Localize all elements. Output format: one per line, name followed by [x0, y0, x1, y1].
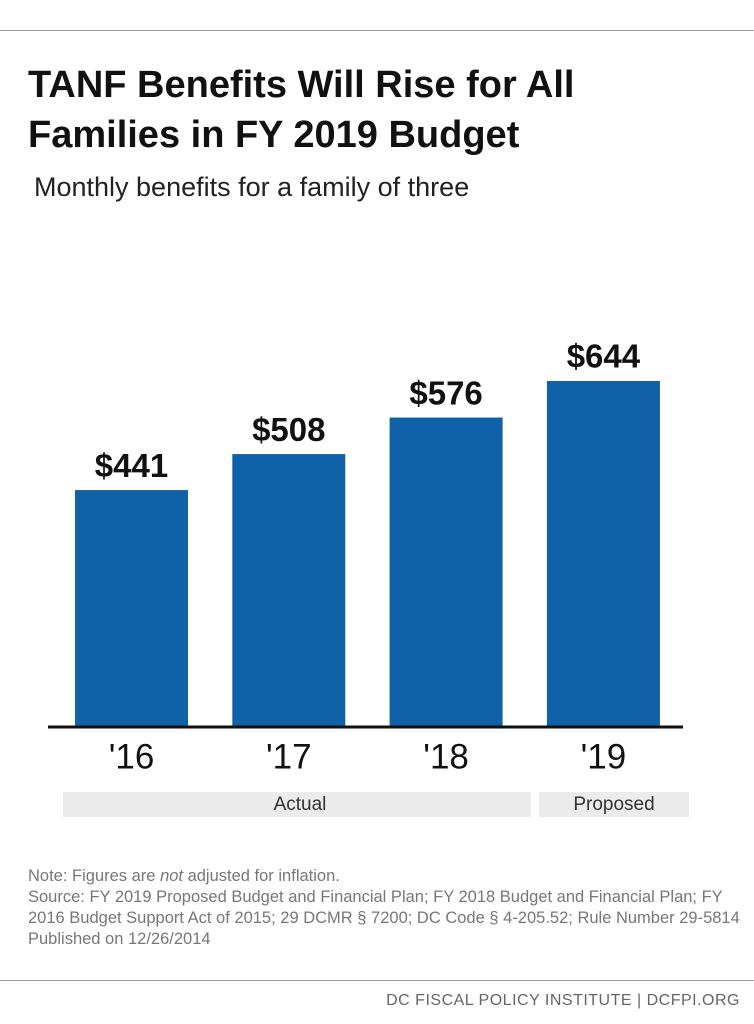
group-band [539, 792, 689, 817]
group-label: Proposed [573, 794, 654, 815]
note-emphasis: not [160, 867, 183, 885]
source: Source: FY 2019 Proposed Budget and Fina… [28, 888, 740, 948]
footer: DC FISCAL POLICY INSTITUTE | DCFPI.ORG [386, 992, 740, 1009]
top-rule [0, 30, 754, 31]
chart: Actual Proposed $441 '16 $508 '17 $576 '18 $64… [48, 338, 689, 817]
chart-title: TANF Benefits Will Rise for All Families… [28, 64, 575, 156]
chart-subtitle: Monthly benefits for a family of three [34, 172, 470, 202]
x-tick-label: '19 [581, 737, 627, 776]
bottom-rule [0, 980, 754, 981]
bar [389, 417, 503, 727]
group-band [63, 792, 531, 817]
x-tick-label: '17 [266, 737, 312, 776]
notes: Note: Figures are not adjusted for infla… [28, 866, 748, 950]
note-text: Note: Figures are [28, 867, 161, 885]
data-label: $441 [95, 447, 168, 484]
note-text: adjusted for inflation. [183, 867, 340, 885]
data-label: $576 [409, 374, 482, 411]
bar [546, 381, 660, 727]
note: Note: Figures are not adjusted for infla… [28, 866, 748, 887]
group-label: Actual [274, 794, 327, 815]
x-tick-label: '16 [109, 737, 155, 776]
data-label: $508 [252, 411, 325, 448]
bar [75, 490, 188, 727]
bar [232, 454, 346, 727]
x-tick-label: '18 [423, 737, 469, 776]
data-label: $644 [567, 338, 641, 375]
